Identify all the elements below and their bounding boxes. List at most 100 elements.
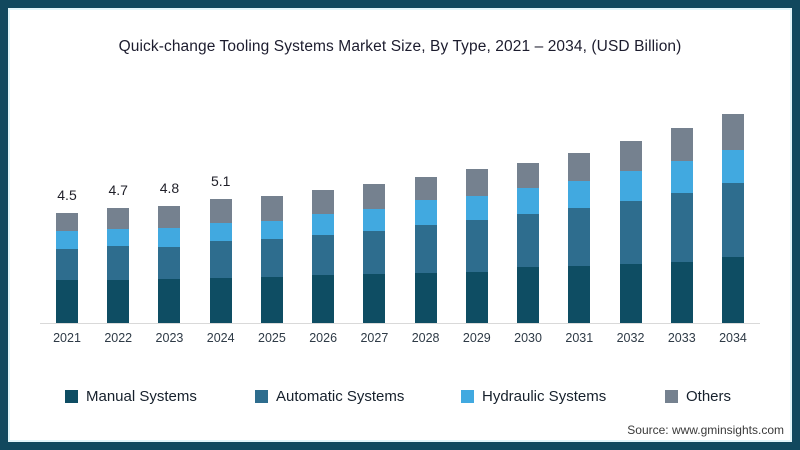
bar-2030 xyxy=(517,163,540,323)
bar-segment-2034-manual-systems xyxy=(721,256,744,323)
bar-segment-2031-automatic-systems xyxy=(568,207,591,266)
source-attribution: Source: www.gminsights.com xyxy=(627,423,784,437)
x-axis-label-2030: 2030 xyxy=(514,331,542,345)
bar-segment-2027-automatic-systems xyxy=(363,230,386,275)
legend-item-others: Others xyxy=(665,388,731,405)
bar-segment-2021-automatic-systems xyxy=(56,249,78,281)
bar-segment-2022-manual-systems xyxy=(107,279,130,323)
bar-2034 xyxy=(721,113,744,323)
x-axis-label-2031: 2031 xyxy=(565,331,594,345)
legend-label-manual-systems: Manual Systems xyxy=(86,388,197,405)
bar-value-label-2022: 4.7 xyxy=(108,182,128,199)
bar-segment-2026-hydraulic-systems xyxy=(312,213,335,236)
x-axis-label-2025: 2025 xyxy=(258,331,286,345)
legend-swatch-automatic-systems xyxy=(255,390,268,403)
bar-segment-2025-hydraulic-systems xyxy=(260,220,283,240)
bar-segment-2025-manual-systems xyxy=(260,277,283,323)
bar-2029 xyxy=(465,168,488,323)
bar-segment-2023-manual-systems xyxy=(158,279,181,323)
bar-segment-2022-others xyxy=(107,208,130,229)
bar-segment-2026-others xyxy=(312,190,335,214)
bar-2025 xyxy=(260,196,283,323)
bar-segment-2033-others xyxy=(670,128,693,161)
bar-segment-2023-others xyxy=(158,205,181,229)
legend-label-others: Others xyxy=(686,388,732,405)
legend-item-hydraulic-systems: Hydraulic Systems xyxy=(461,388,606,405)
bar-segment-2030-automatic-systems xyxy=(517,214,540,267)
x-axis-label-2034: 2034 xyxy=(719,331,747,345)
bar-segment-2033-hydraulic-systems xyxy=(670,161,693,193)
bar-value-label-2024: 5.1 xyxy=(210,172,231,189)
bar-2031 xyxy=(568,153,591,323)
bar-segment-2027-hydraulic-systems xyxy=(363,208,386,231)
x-axis-label-2026: 2026 xyxy=(309,331,338,345)
bar-2021 xyxy=(56,213,78,323)
bar-segment-2032-others xyxy=(619,140,642,171)
x-axis-label-2032: 2032 xyxy=(616,331,645,345)
x-axis-label-2033: 2033 xyxy=(667,331,696,345)
legend-item-manual-systems: Manual Systems xyxy=(65,388,197,405)
x-axis-label-2021: 2021 xyxy=(53,331,81,345)
x-axis-label-2029: 2029 xyxy=(462,331,491,345)
bar-segment-2025-automatic-systems xyxy=(260,239,283,278)
bar-2033 xyxy=(670,128,693,323)
bar-segment-2033-automatic-systems xyxy=(670,192,693,262)
bar-2032 xyxy=(619,140,642,323)
bar-segment-2023-automatic-systems xyxy=(158,246,181,280)
bar-segment-2032-automatic-systems xyxy=(619,201,642,264)
x-axis-label-2028: 2028 xyxy=(411,331,440,345)
bar-2026 xyxy=(312,190,335,323)
bar-segment-2027-manual-systems xyxy=(363,274,386,323)
legend-swatch-manual-systems xyxy=(65,390,78,403)
bar-segment-2021-hydraulic-systems xyxy=(56,231,78,250)
bar-segment-2031-others xyxy=(568,153,591,182)
legend-item-automatic-systems: Automatic Systems xyxy=(255,388,404,405)
bar-segment-2031-hydraulic-systems xyxy=(568,181,591,208)
bar-segment-2024-manual-systems xyxy=(209,278,232,323)
bar-segment-2029-automatic-systems xyxy=(465,220,488,272)
bar-segment-2029-hydraulic-systems xyxy=(465,196,488,221)
bar-segment-2033-manual-systems xyxy=(670,261,693,323)
legend-label-automatic-systems: Automatic Systems xyxy=(276,388,405,405)
bar-segment-2026-manual-systems xyxy=(312,275,335,323)
bar-segment-2027-others xyxy=(363,183,386,209)
bar-value-label-2023: 4.8 xyxy=(159,179,180,196)
legend-label-hydraulic-systems: Hydraulic Systems xyxy=(482,388,607,405)
bar-segment-2030-others xyxy=(517,163,540,189)
legend: Manual Systems Automatic Systems Hydraul… xyxy=(0,388,800,410)
bar-value-label-2021: 4.5 xyxy=(57,187,77,204)
bar-2024 xyxy=(209,198,232,323)
bar-segment-2028-hydraulic-systems xyxy=(414,199,437,226)
bar-2028 xyxy=(414,176,437,323)
bar-segment-2024-automatic-systems xyxy=(209,240,232,279)
bar-2027 xyxy=(363,183,386,323)
bar-segment-2029-manual-systems xyxy=(465,271,488,323)
bar-segment-2025-others xyxy=(260,196,283,221)
bar-segment-2034-others xyxy=(721,113,744,150)
plot-area xyxy=(40,104,760,324)
x-axis-label-2024: 2024 xyxy=(206,331,235,345)
bar-segment-2032-manual-systems xyxy=(619,263,642,323)
bar-segment-2030-manual-systems xyxy=(517,266,540,323)
bar-segment-2028-others xyxy=(414,176,437,200)
bar-segment-2034-hydraulic-systems xyxy=(721,149,744,183)
legend-swatch-hydraulic-systems xyxy=(461,390,474,403)
bar-segment-2034-automatic-systems xyxy=(721,182,744,257)
bar-segment-2029-others xyxy=(465,168,488,197)
bar-segment-2023-hydraulic-systems xyxy=(158,228,181,247)
bar-segment-2030-hydraulic-systems xyxy=(517,188,540,215)
bar-segment-2028-automatic-systems xyxy=(414,225,437,274)
bar-segment-2032-hydraulic-systems xyxy=(619,170,642,202)
chart-title: Quick-change Tooling Systems Market Size… xyxy=(118,38,682,55)
bar-segment-2021-others xyxy=(56,213,78,232)
bar-segment-2021-manual-systems xyxy=(56,280,78,323)
x-axis-label-2027: 2027 xyxy=(360,331,389,345)
x-axis-label-2023: 2023 xyxy=(155,331,184,345)
legend-swatch-others xyxy=(665,390,678,403)
x-axis-label-2022: 2022 xyxy=(104,331,133,345)
bar-segment-2024-others xyxy=(209,198,232,223)
bar-segment-2026-automatic-systems xyxy=(312,235,335,276)
bar-2023 xyxy=(158,205,181,323)
bar-segment-2022-hydraulic-systems xyxy=(107,228,130,247)
